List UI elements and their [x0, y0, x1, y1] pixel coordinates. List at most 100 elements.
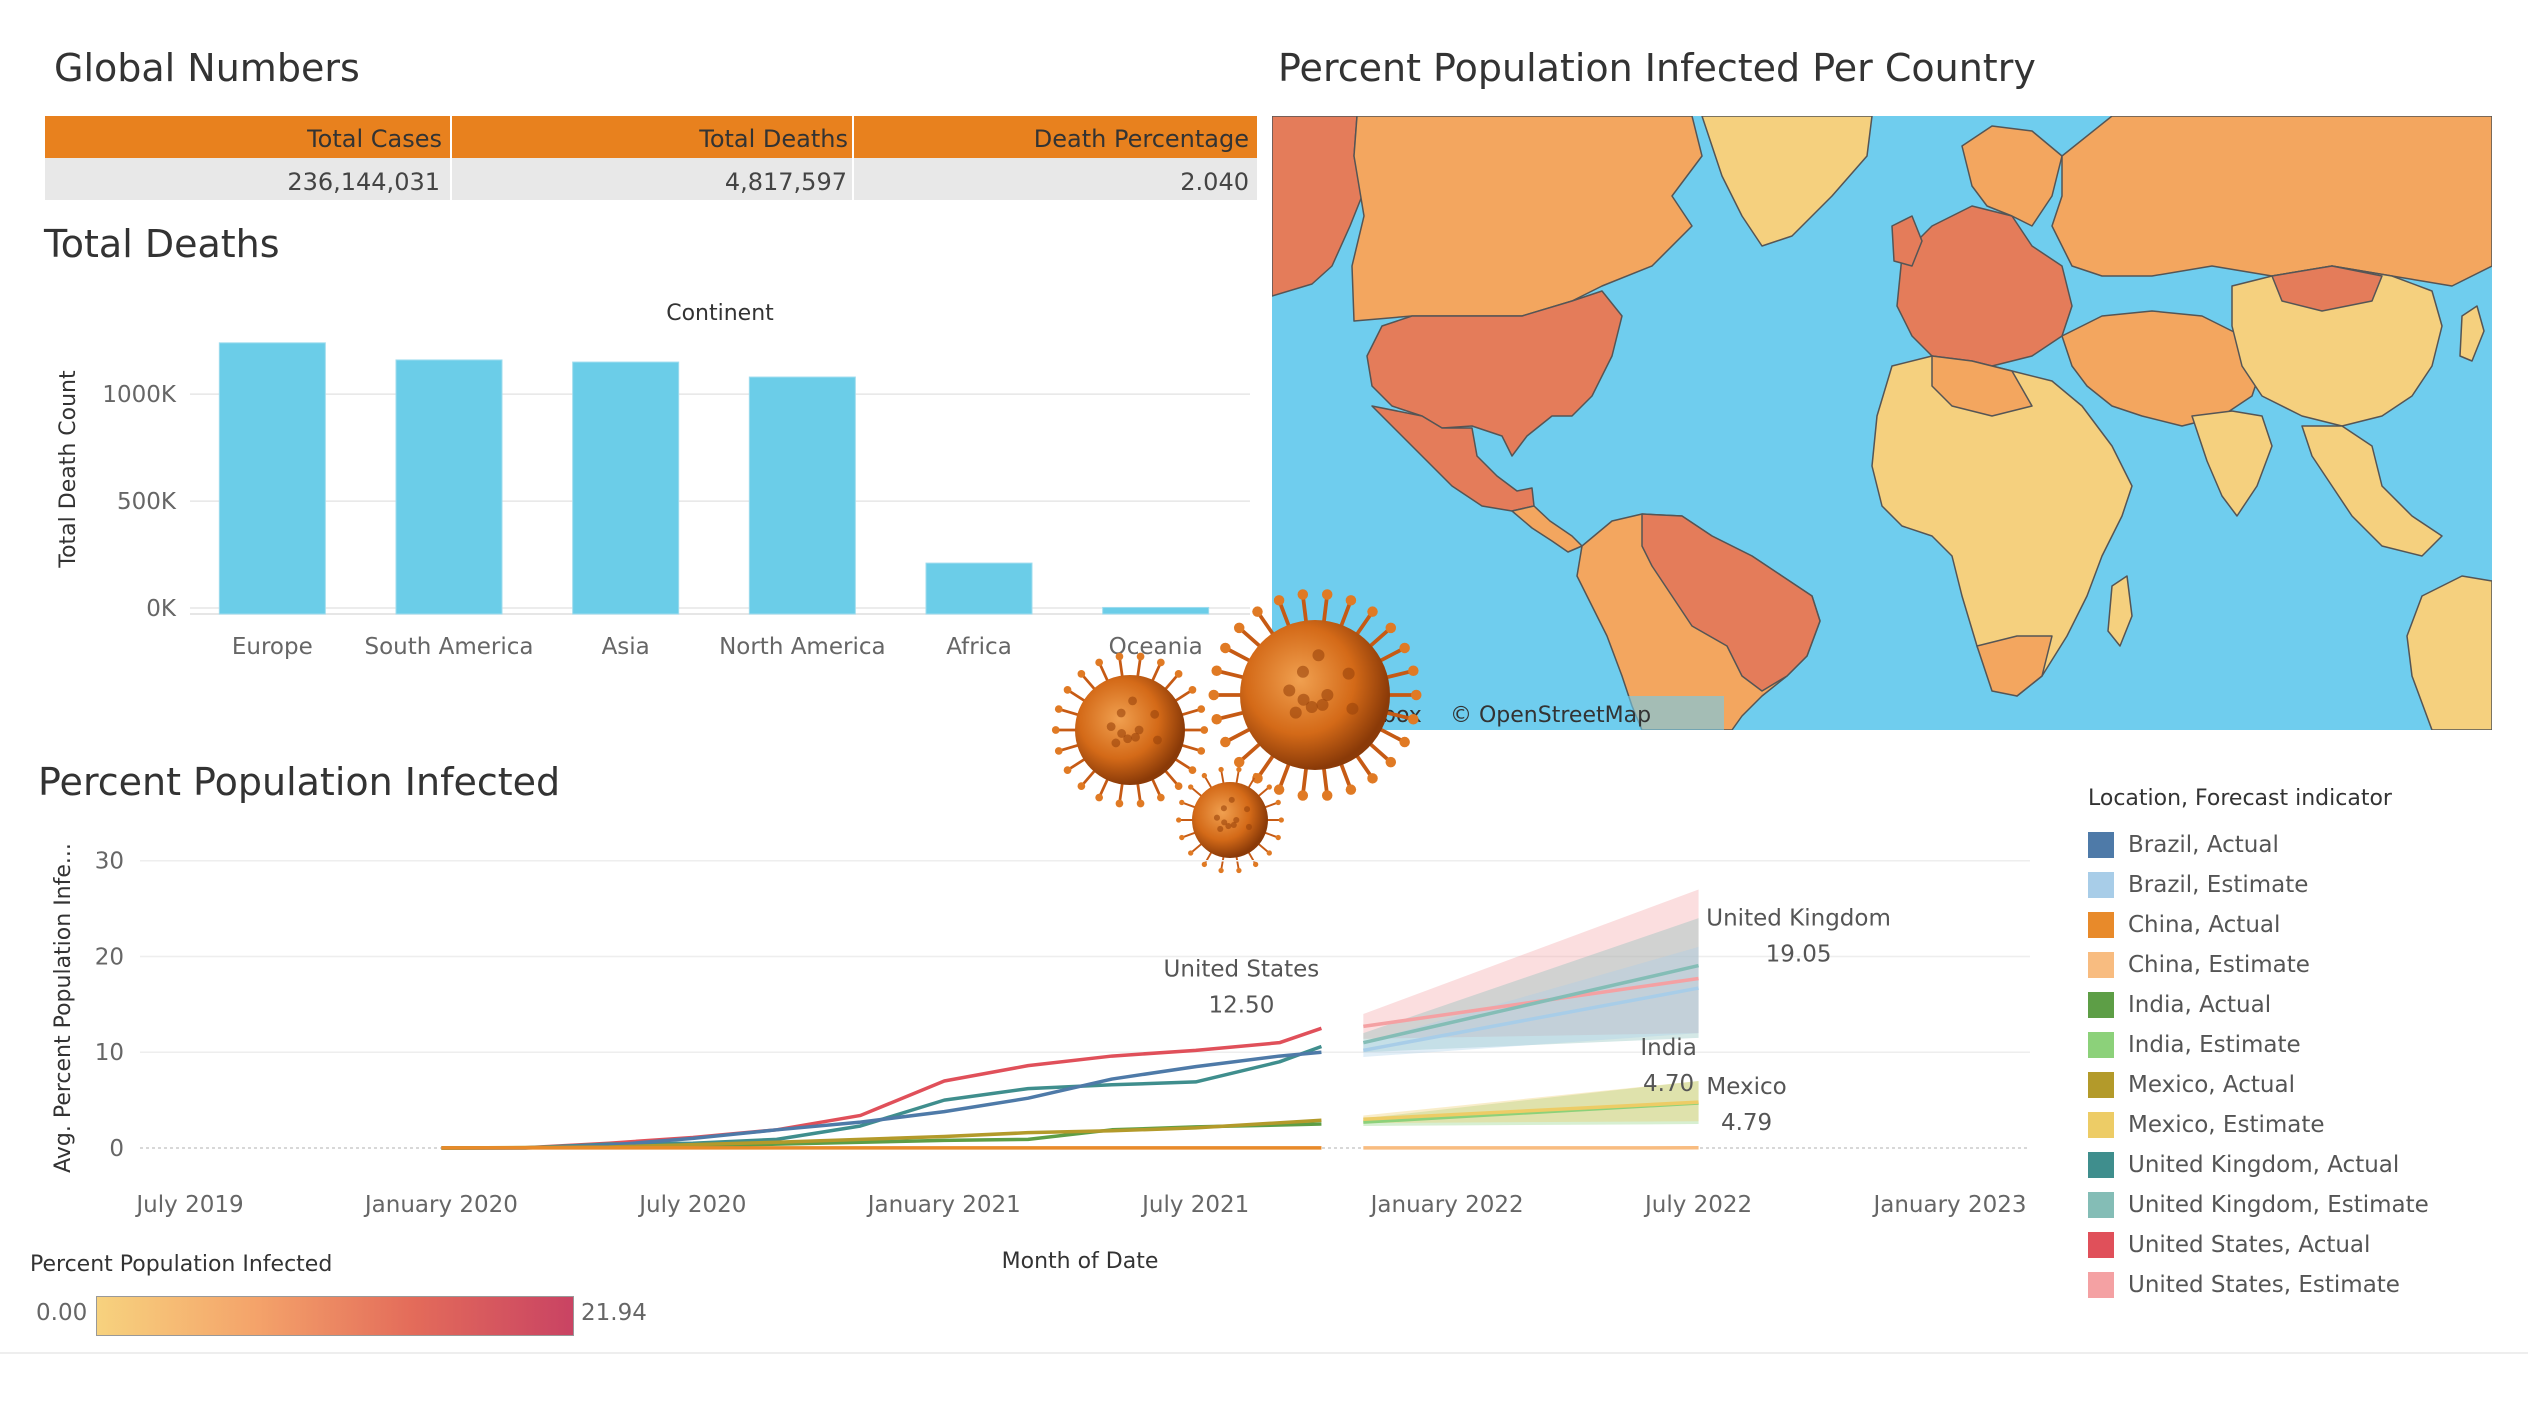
- legend-swatch: [2088, 992, 2114, 1018]
- legend-item[interactable]: Brazil, Estimate: [2088, 865, 2508, 905]
- bar-ytick-label: 0K: [146, 596, 177, 622]
- map-southeast-asia[interactable]: [2301, 425, 2443, 557]
- bar-category-label: Oceania: [1109, 634, 1203, 660]
- map-south-africa[interactable]: [1976, 635, 2053, 697]
- legend-item[interactable]: China, Actual: [2088, 905, 2508, 945]
- bottom-divider: [0, 1352, 2528, 1354]
- map-attribution[interactable]: © OpenStreetMap: [1450, 703, 1651, 728]
- forecast-band-united-kingdom-estimate: [1363, 918, 1699, 1053]
- map-africa[interactable]: [1871, 355, 2133, 697]
- legend-swatch: [2088, 952, 2114, 978]
- bar-category-label: Asia: [602, 634, 650, 660]
- legend-item[interactable]: Mexico, Actual: [2088, 1065, 2508, 1105]
- legend-swatch: [2088, 832, 2114, 858]
- map-united-states[interactable]: [1366, 290, 1623, 457]
- map-india[interactable]: [2191, 410, 2273, 517]
- series-line-united-states-actual[interactable]: [441, 1026, 1322, 1150]
- legend-label: Brazil, Estimate: [2128, 872, 2309, 898]
- legend-swatch: [2088, 912, 2114, 938]
- color-scale-min: 0.00: [36, 1300, 88, 1326]
- legend-item[interactable]: China, Estimate: [2088, 945, 2508, 985]
- legend-label: China, Estimate: [2128, 952, 2310, 978]
- color-scale-max: 21.94: [581, 1300, 647, 1326]
- legend-label: Brazil, Actual: [2128, 832, 2279, 858]
- forecast-band-mexico-estimate: [1363, 1080, 1699, 1124]
- legend-item[interactable]: Brazil, Actual: [2088, 825, 2508, 865]
- annotation-value: 4.70: [1643, 1071, 1694, 1097]
- bar-category-label: Africa: [946, 634, 1012, 660]
- virus-icon: [1208, 589, 1422, 801]
- map-madagascar[interactable]: [2107, 575, 2133, 647]
- map-greenland[interactable]: [1701, 116, 1873, 247]
- legend-item[interactable]: United States, Actual: [2088, 1225, 2508, 1265]
- legend-item[interactable]: Mexico, Estimate: [2088, 1105, 2508, 1145]
- map-scandinavia[interactable]: [1961, 125, 2063, 227]
- legend-swatch: [2088, 1152, 2114, 1178]
- header-total-cases[interactable]: Total Cases: [307, 125, 442, 153]
- value-total-cases: 236,144,031: [287, 168, 440, 196]
- legend-item[interactable]: India, Estimate: [2088, 1025, 2508, 1065]
- line-xtick-label: January 2023: [1871, 1192, 2026, 1218]
- bar-north-america[interactable]: [748, 376, 856, 615]
- bar-europe[interactable]: [218, 342, 326, 615]
- map-australia[interactable]: [2406, 575, 2492, 730]
- bar-category-label: South America: [364, 634, 533, 660]
- legend-swatch: [2088, 1112, 2114, 1138]
- series-line-united-kingdom-actual[interactable]: [441, 1044, 1323, 1150]
- series-line-mexico-estimate[interactable]: [1363, 1100, 1699, 1122]
- map-attribution-bg: [1344, 696, 1724, 730]
- legend-label: United States, Estimate: [2128, 1272, 2400, 1298]
- legend-swatch: [2088, 1032, 2114, 1058]
- map-brazil[interactable]: [1641, 513, 1821, 692]
- virus-icon: [1051, 652, 1209, 808]
- series-line-united-kingdom-estimate[interactable]: [1362, 963, 1699, 1045]
- map-mongolia[interactable]: [2271, 265, 2383, 312]
- line-chart-ylabel: Avg. Percent Population Infe...: [51, 843, 76, 1173]
- header-total-deaths[interactable]: Total Deaths: [699, 125, 848, 153]
- bar-ytick-label: 500K: [117, 489, 177, 515]
- forecast-band-united-states-estimate: [1363, 889, 1699, 1039]
- line-chart-xlabel: Month of Date: [1002, 1249, 1159, 1274]
- bar-oceania[interactable]: [1102, 606, 1210, 615]
- map-uk[interactable]: [1891, 215, 1923, 267]
- bar-africa[interactable]: [925, 562, 1033, 615]
- global-numbers-title: Global Numbers: [54, 46, 360, 90]
- line-xtick-label: July 2020: [637, 1192, 746, 1218]
- legend-item[interactable]: United Kingdom, Estimate: [2088, 1185, 2508, 1225]
- global-numbers-table: Total Cases Total Deaths Death Percentag…: [45, 116, 1257, 200]
- legend-title: Location, Forecast indicator: [2088, 786, 2392, 811]
- bar-chart-ylabel: Total Death Count: [56, 370, 81, 569]
- series-line-brazil-actual[interactable]: [441, 1050, 1322, 1150]
- bar-asia[interactable]: [572, 361, 680, 615]
- map-middle-east[interactable]: [2061, 310, 2263, 427]
- map-north-africa[interactable]: [1931, 355, 2033, 417]
- map-mexico[interactable]: [1371, 405, 1535, 512]
- legend-swatch: [2088, 1072, 2114, 1098]
- annotation-name: United States: [1164, 956, 1320, 982]
- legend-label: China, Actual: [2128, 912, 2281, 938]
- legend-label: United Kingdom, Actual: [2128, 1152, 2400, 1178]
- value-death-percentage: 2.040: [1180, 168, 1249, 196]
- series-line-brazil-estimate[interactable]: [1363, 986, 1699, 1053]
- line-xtick-label: January 2021: [866, 1192, 1021, 1218]
- bar-category-label: North America: [719, 634, 886, 660]
- legend-label: United States, Actual: [2128, 1232, 2371, 1258]
- header-death-percentage[interactable]: Death Percentage: [1033, 125, 1249, 153]
- bar-south-america[interactable]: [395, 359, 503, 615]
- legend-label: Mexico, Estimate: [2128, 1112, 2325, 1138]
- legend-item[interactable]: United States, Estimate: [2088, 1265, 2508, 1305]
- virus-decoration: [1051, 589, 1422, 874]
- line-xtick-label: July 2021: [1140, 1192, 1249, 1218]
- annotation-value: 19.05: [1766, 942, 1832, 968]
- choropleth-map[interactable]: box © OpenStreetMap: [1272, 116, 2492, 730]
- legend-item[interactable]: India, Actual: [2088, 985, 2508, 1025]
- annotation-name: India: [1640, 1035, 1696, 1061]
- value-total-deaths: 4,817,597: [724, 168, 847, 196]
- total-deaths-title: Total Deaths: [44, 222, 280, 266]
- legend-item[interactable]: United Kingdom, Actual: [2088, 1145, 2508, 1185]
- legend-label: India, Estimate: [2128, 1032, 2301, 1058]
- map-japan[interactable]: [2459, 305, 2485, 362]
- line-chart-title: Percent Population Infected: [38, 760, 561, 804]
- map-russia[interactable]: [2051, 116, 2492, 287]
- annotation-name: United Kingdom: [1706, 906, 1891, 932]
